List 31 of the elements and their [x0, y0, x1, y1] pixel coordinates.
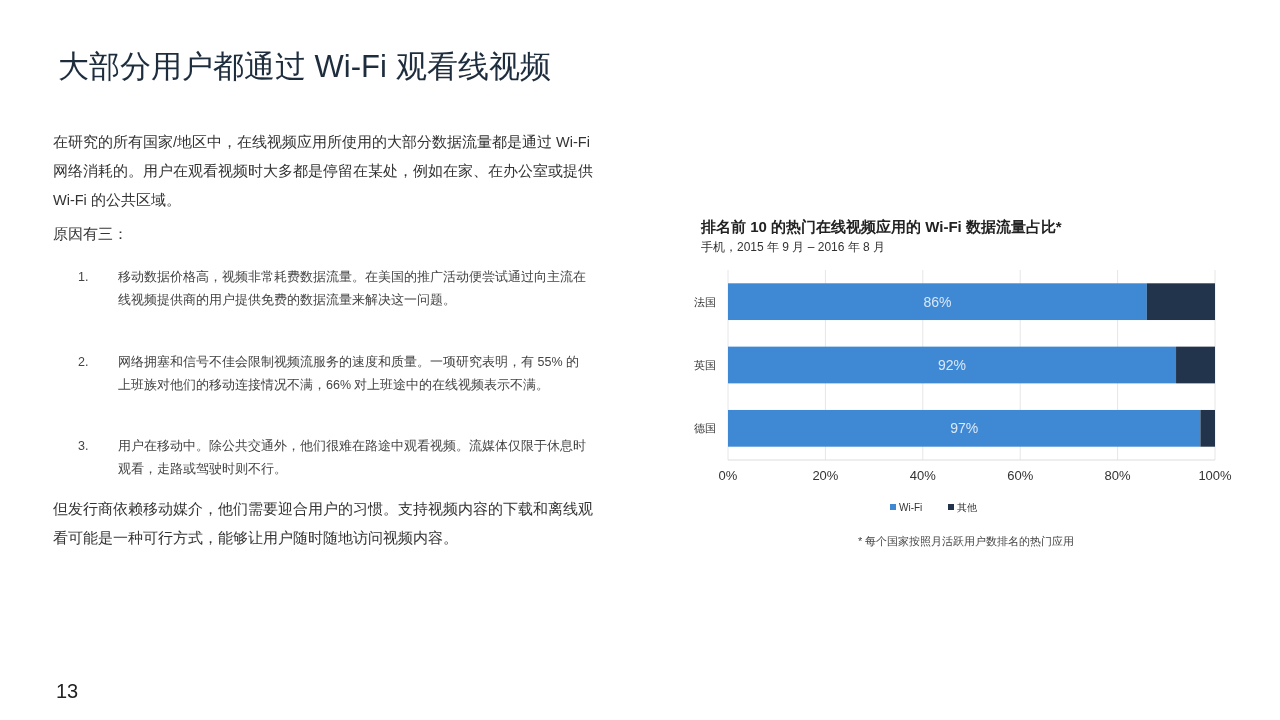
data-label: 92% — [938, 356, 967, 373]
bar — [728, 346, 1177, 384]
x-tick-label: 100% — [1198, 468, 1233, 483]
text: * 每个国家按照月活跃用户数排名的热门应用 — [858, 535, 1075, 547]
bar — [728, 283, 1147, 321]
bar — [1200, 409, 1215, 447]
x-tick-label: 60% — [1007, 468, 1034, 483]
text: 1. 移动数据价格高，视频非常耗费数据流量。在美国的推广活动便尝试通过向主流在线视频提供商的用户提供免费的数据流量来解决这一问题。 — [78, 270, 586, 307]
text: 13 — [56, 680, 79, 703]
text: 在研究的所有国家/地区中，在线视频应用所使用的大部分数据流量都是通过 Wi-Fi 网络消耗的。用户在观看视频时大多都是停留在某处，例如在家、在办公室或提供 Wi-Fi 的公共区域。 — [53, 133, 593, 210]
y-tick-label: 德国 — [694, 422, 716, 435]
y-tick-label: 法国 — [694, 295, 716, 308]
x-tick-label: 20% — [812, 468, 839, 483]
text: 大部分用户都通过 Wi-Fi 观看线视频 — [58, 48, 551, 86]
x-tick-label: 0% — [718, 468, 738, 483]
x-tick-label: 40% — [909, 468, 937, 483]
text: 2. 网络拥塞和信号不佳会限制视频流服务的速度和质量。一项研究表明，有 55% 的上班族对他们的移动连接情况不满，66% 对上班途中的在线视频表示不满。 — [78, 355, 579, 392]
text: 但发行商依赖移动媒介，他们需要迎合用户的习惯。支持视频内容的下载和离线观看可能是一种可行方式，能够让用户随时随地访问视频内容。 — [53, 500, 593, 548]
chart-title: 排名前 10 的热门在线视频应用的 Wi-Fi 数据流量占比* — [700, 218, 1062, 235]
y-tick-label: 英国 — [694, 358, 716, 371]
text: 3. 用户在移动中。除公共交通外，他们很难在路途中观看视频。流媒体仅限于休息时观看，走路或驾驶时则不行。 — [78, 439, 586, 476]
data-label: 97% — [950, 420, 979, 437]
text: 原因有三： — [53, 225, 129, 244]
legend-label: Wi-Fi — [899, 501, 923, 513]
bar — [1176, 346, 1215, 384]
chart-subtitle: 手机，2015 年 9 月 – 2016 年 8 月 — [701, 240, 886, 254]
bar — [728, 409, 1201, 447]
data-label: 86% — [923, 293, 952, 310]
legend-label: 其他 — [957, 501, 977, 513]
bar — [1146, 283, 1215, 321]
x-tick-label: 80% — [1104, 468, 1132, 483]
